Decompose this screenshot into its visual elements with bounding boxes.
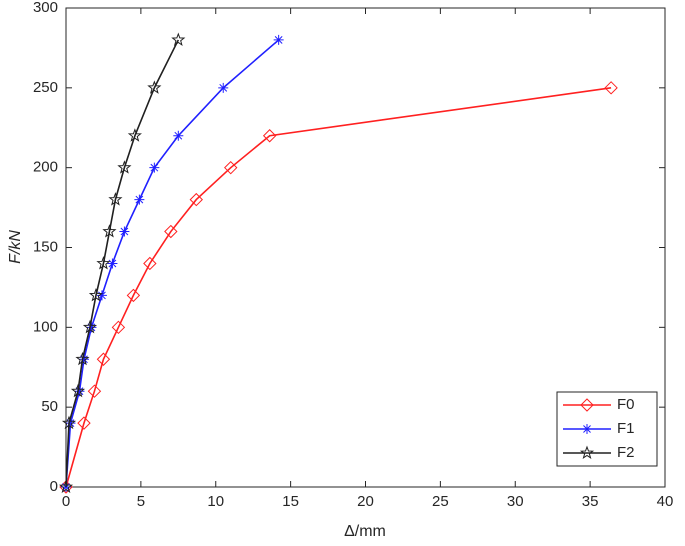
x-tick-label: 10	[207, 493, 224, 510]
marker	[96, 256, 111, 270]
marker	[107, 258, 118, 269]
marker	[127, 128, 142, 142]
marker	[582, 424, 592, 434]
x-tick-label: 25	[432, 493, 449, 510]
y-tick-label: 200	[33, 159, 58, 176]
marker	[74, 386, 85, 397]
marker	[61, 415, 77, 430]
marker	[70, 383, 86, 398]
marker	[96, 290, 107, 301]
marker	[171, 32, 186, 46]
marker	[87, 384, 102, 398]
marker	[262, 129, 277, 143]
x-tick-label: 40	[657, 493, 674, 510]
marker	[108, 192, 123, 206]
marker	[75, 351, 90, 366]
marker	[77, 416, 91, 430]
marker	[579, 445, 595, 460]
marker	[119, 226, 130, 237]
marker	[126, 288, 141, 303]
marker	[78, 354, 89, 365]
legend-label: F0	[617, 396, 635, 413]
marker	[604, 81, 618, 95]
legend-label: F1	[617, 420, 635, 437]
y-tick-label: 50	[41, 398, 58, 415]
x-tick-label: 5	[137, 493, 145, 510]
marker	[111, 320, 126, 335]
marker	[218, 82, 229, 93]
x-tick-label: 35	[582, 493, 599, 510]
x-tick-label: 20	[357, 493, 374, 510]
marker	[88, 287, 104, 302]
marker	[102, 224, 117, 238]
marker	[86, 322, 97, 333]
marker	[224, 160, 238, 175]
marker	[580, 398, 594, 412]
marker	[117, 160, 132, 174]
marker	[143, 256, 157, 271]
marker	[149, 162, 160, 173]
y-tick-label: 0	[50, 478, 58, 495]
marker	[96, 352, 111, 366]
marker	[82, 319, 98, 334]
marker	[273, 34, 284, 45]
y-tick-label: 150	[33, 238, 58, 255]
y-tick-label: 300	[33, 0, 58, 16]
marker	[65, 418, 76, 429]
x-tick-label: 30	[507, 493, 524, 510]
series-line	[65, 39, 180, 488]
y-axis-label: F/kN	[7, 230, 24, 264]
x-axis-label: Δ/mm	[344, 523, 386, 540]
series-line	[65, 87, 612, 488]
marker	[173, 130, 184, 141]
y-tick-label: 250	[33, 79, 58, 96]
marker	[164, 224, 178, 239]
legend-label: F2	[617, 444, 635, 461]
marker	[147, 80, 162, 94]
marker	[58, 479, 74, 494]
x-tick-label: 15	[282, 493, 299, 510]
y-tick-label: 100	[33, 318, 58, 335]
x-tick-label: 0	[62, 493, 70, 510]
marker	[189, 192, 203, 207]
marker	[134, 194, 145, 205]
